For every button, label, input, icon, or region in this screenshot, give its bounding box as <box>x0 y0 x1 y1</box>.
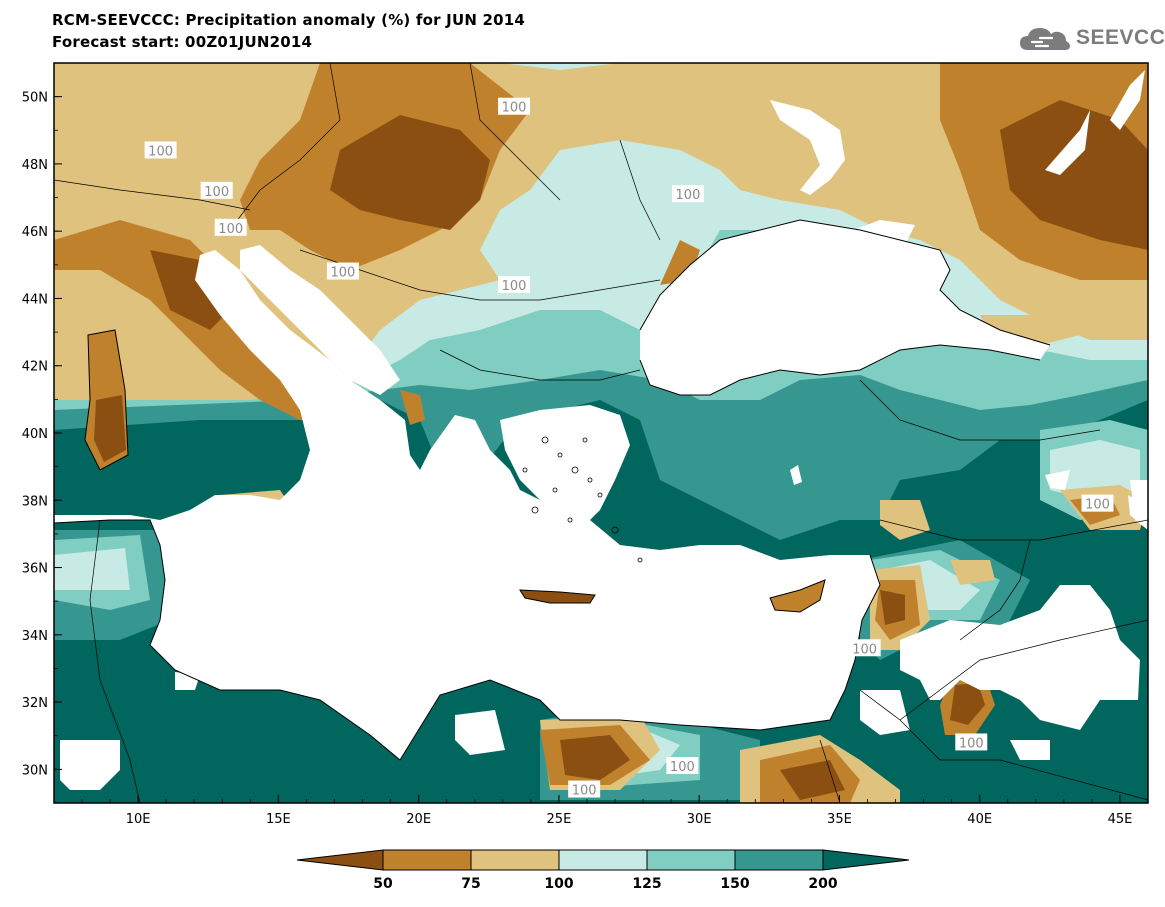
colorbar-tick-label: 125 <box>632 876 661 892</box>
lat-tick-label: 34N <box>22 629 48 644</box>
colorbar-segment-100-125 <box>559 850 647 870</box>
colorbar-tick-label: 150 <box>720 876 749 892</box>
contour-label: 100 <box>852 642 877 657</box>
lat-tick-label: 32N <box>22 696 48 711</box>
lat-tick-label: 30N <box>22 763 48 778</box>
contour-label: 100 <box>331 266 356 281</box>
map-plot-area: 100 100 100 100 100 100 100 100 100 100 100 100 <box>54 63 1148 803</box>
colorbar-tick-label: 100 <box>544 876 573 892</box>
lon-tick-label: 30E <box>687 812 712 827</box>
colorbar-segment-75-100 <box>471 850 559 870</box>
lon-tick-label: 20E <box>406 812 431 827</box>
lat-tick-label: 36N <box>22 562 48 577</box>
lat-tick-label: 50N <box>22 91 48 106</box>
lat-tick-label: 48N <box>22 158 48 173</box>
lon-tick-label: 40E <box>967 812 992 827</box>
contour-label: 100 <box>502 101 527 116</box>
colorbar-segment-below-50 <box>297 850 383 870</box>
contour-label: 100 <box>218 222 243 237</box>
contour-label: 100 <box>676 188 701 203</box>
lon-tick-label: 25E <box>547 812 572 827</box>
colorbar-segment-125-150 <box>647 850 735 870</box>
contour-label: 100 <box>204 185 229 200</box>
colorbar-tick-label: 50 <box>373 876 393 892</box>
lon-tick-label: 15E <box>266 812 291 827</box>
contour-label: 100 <box>572 784 597 799</box>
lat-tick-label: 40N <box>22 427 48 442</box>
contour-label: 100 <box>1085 498 1110 513</box>
colorbar-tick-label: 75 <box>461 876 480 892</box>
precipitation-anomaly-map: 100 100 100 100 100 100 100 100 100 100 100 100 10E… <box>0 0 1165 907</box>
lat-tick-label: 38N <box>22 494 48 509</box>
contour-label: 100 <box>502 279 527 294</box>
lon-tick-label: 10E <box>126 812 151 827</box>
lon-tick-label: 35E <box>827 812 852 827</box>
contour-label: 100 <box>148 144 173 159</box>
colorbar-segment-50-75 <box>383 850 471 870</box>
lat-tick-label: 44N <box>22 292 48 307</box>
lon-tick-label: 45E <box>1108 812 1133 827</box>
colorbar-tick-label: 200 <box>808 876 837 892</box>
contour-label: 100 <box>959 736 984 751</box>
colorbar-segment-above-200 <box>823 850 909 870</box>
colorbar-segment-150-200 <box>735 850 823 870</box>
colorbar: 50 75 100 125 150 200 <box>297 850 909 892</box>
contour-label: 100 <box>670 760 695 775</box>
lat-tick-label: 46N <box>22 225 48 240</box>
lat-tick-label: 42N <box>22 360 48 375</box>
